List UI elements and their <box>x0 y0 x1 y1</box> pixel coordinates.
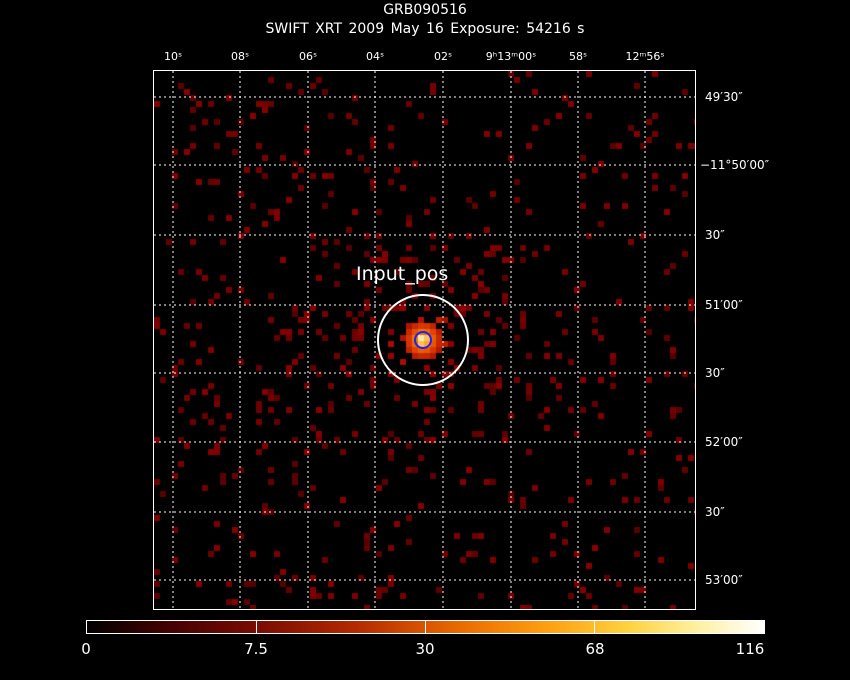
image-subtitle: SWIFT XRT 2009 May 16 Exposure: 54216 s <box>265 21 585 37</box>
xray-count-image[interactable] <box>154 71 695 609</box>
colorbar-label: 30 <box>415 640 435 658</box>
input-position-circle <box>414 331 432 349</box>
colorbar <box>86 620 765 634</box>
colorbar-label: 0 <box>81 640 91 658</box>
colorbar-label: 68 <box>585 640 605 658</box>
colorbar-label: 7.5 <box>244 640 268 658</box>
colorbar-tick <box>256 621 257 633</box>
dec-tick-label: 49′30″ <box>705 90 743 104</box>
source-region-circle <box>377 294 469 386</box>
ra-tick-label: 10ˢ <box>163 50 183 63</box>
region-label: Input_pos <box>356 263 449 285</box>
colorbar-tick <box>594 621 595 633</box>
ra-tick-label: 06ˢ <box>298 50 318 63</box>
dec-tick-label: −11°50′00″ <box>700 158 770 172</box>
dec-tick-label: 30″ <box>705 505 725 519</box>
dec-tick-label: 51′00″ <box>705 298 743 312</box>
dec-tick-label: 30″ <box>705 366 725 380</box>
ra-tick-label: 58ˢ <box>568 50 588 63</box>
colorbar-label: 116 <box>735 640 765 658</box>
ra-tick-label: 02ˢ <box>433 50 453 63</box>
ra-tick-label: 9ʰ13ᵐ00ˢ <box>485 50 537 63</box>
dec-tick-label: 30″ <box>705 228 725 242</box>
ra-tick-label: 08ˢ <box>230 50 250 63</box>
colorbar-tick <box>425 621 426 633</box>
dec-tick-label: 53′00″ <box>705 573 743 587</box>
ra-tick-label: 12ᵐ56ˢ <box>625 50 665 63</box>
coordinate-grid <box>154 71 695 609</box>
xray-image-frame[interactable] <box>153 70 696 610</box>
ra-tick-label: 04ˢ <box>365 50 385 63</box>
image-title: GRB090516 <box>383 2 467 18</box>
dec-tick-label: 52′00″ <box>705 435 743 449</box>
